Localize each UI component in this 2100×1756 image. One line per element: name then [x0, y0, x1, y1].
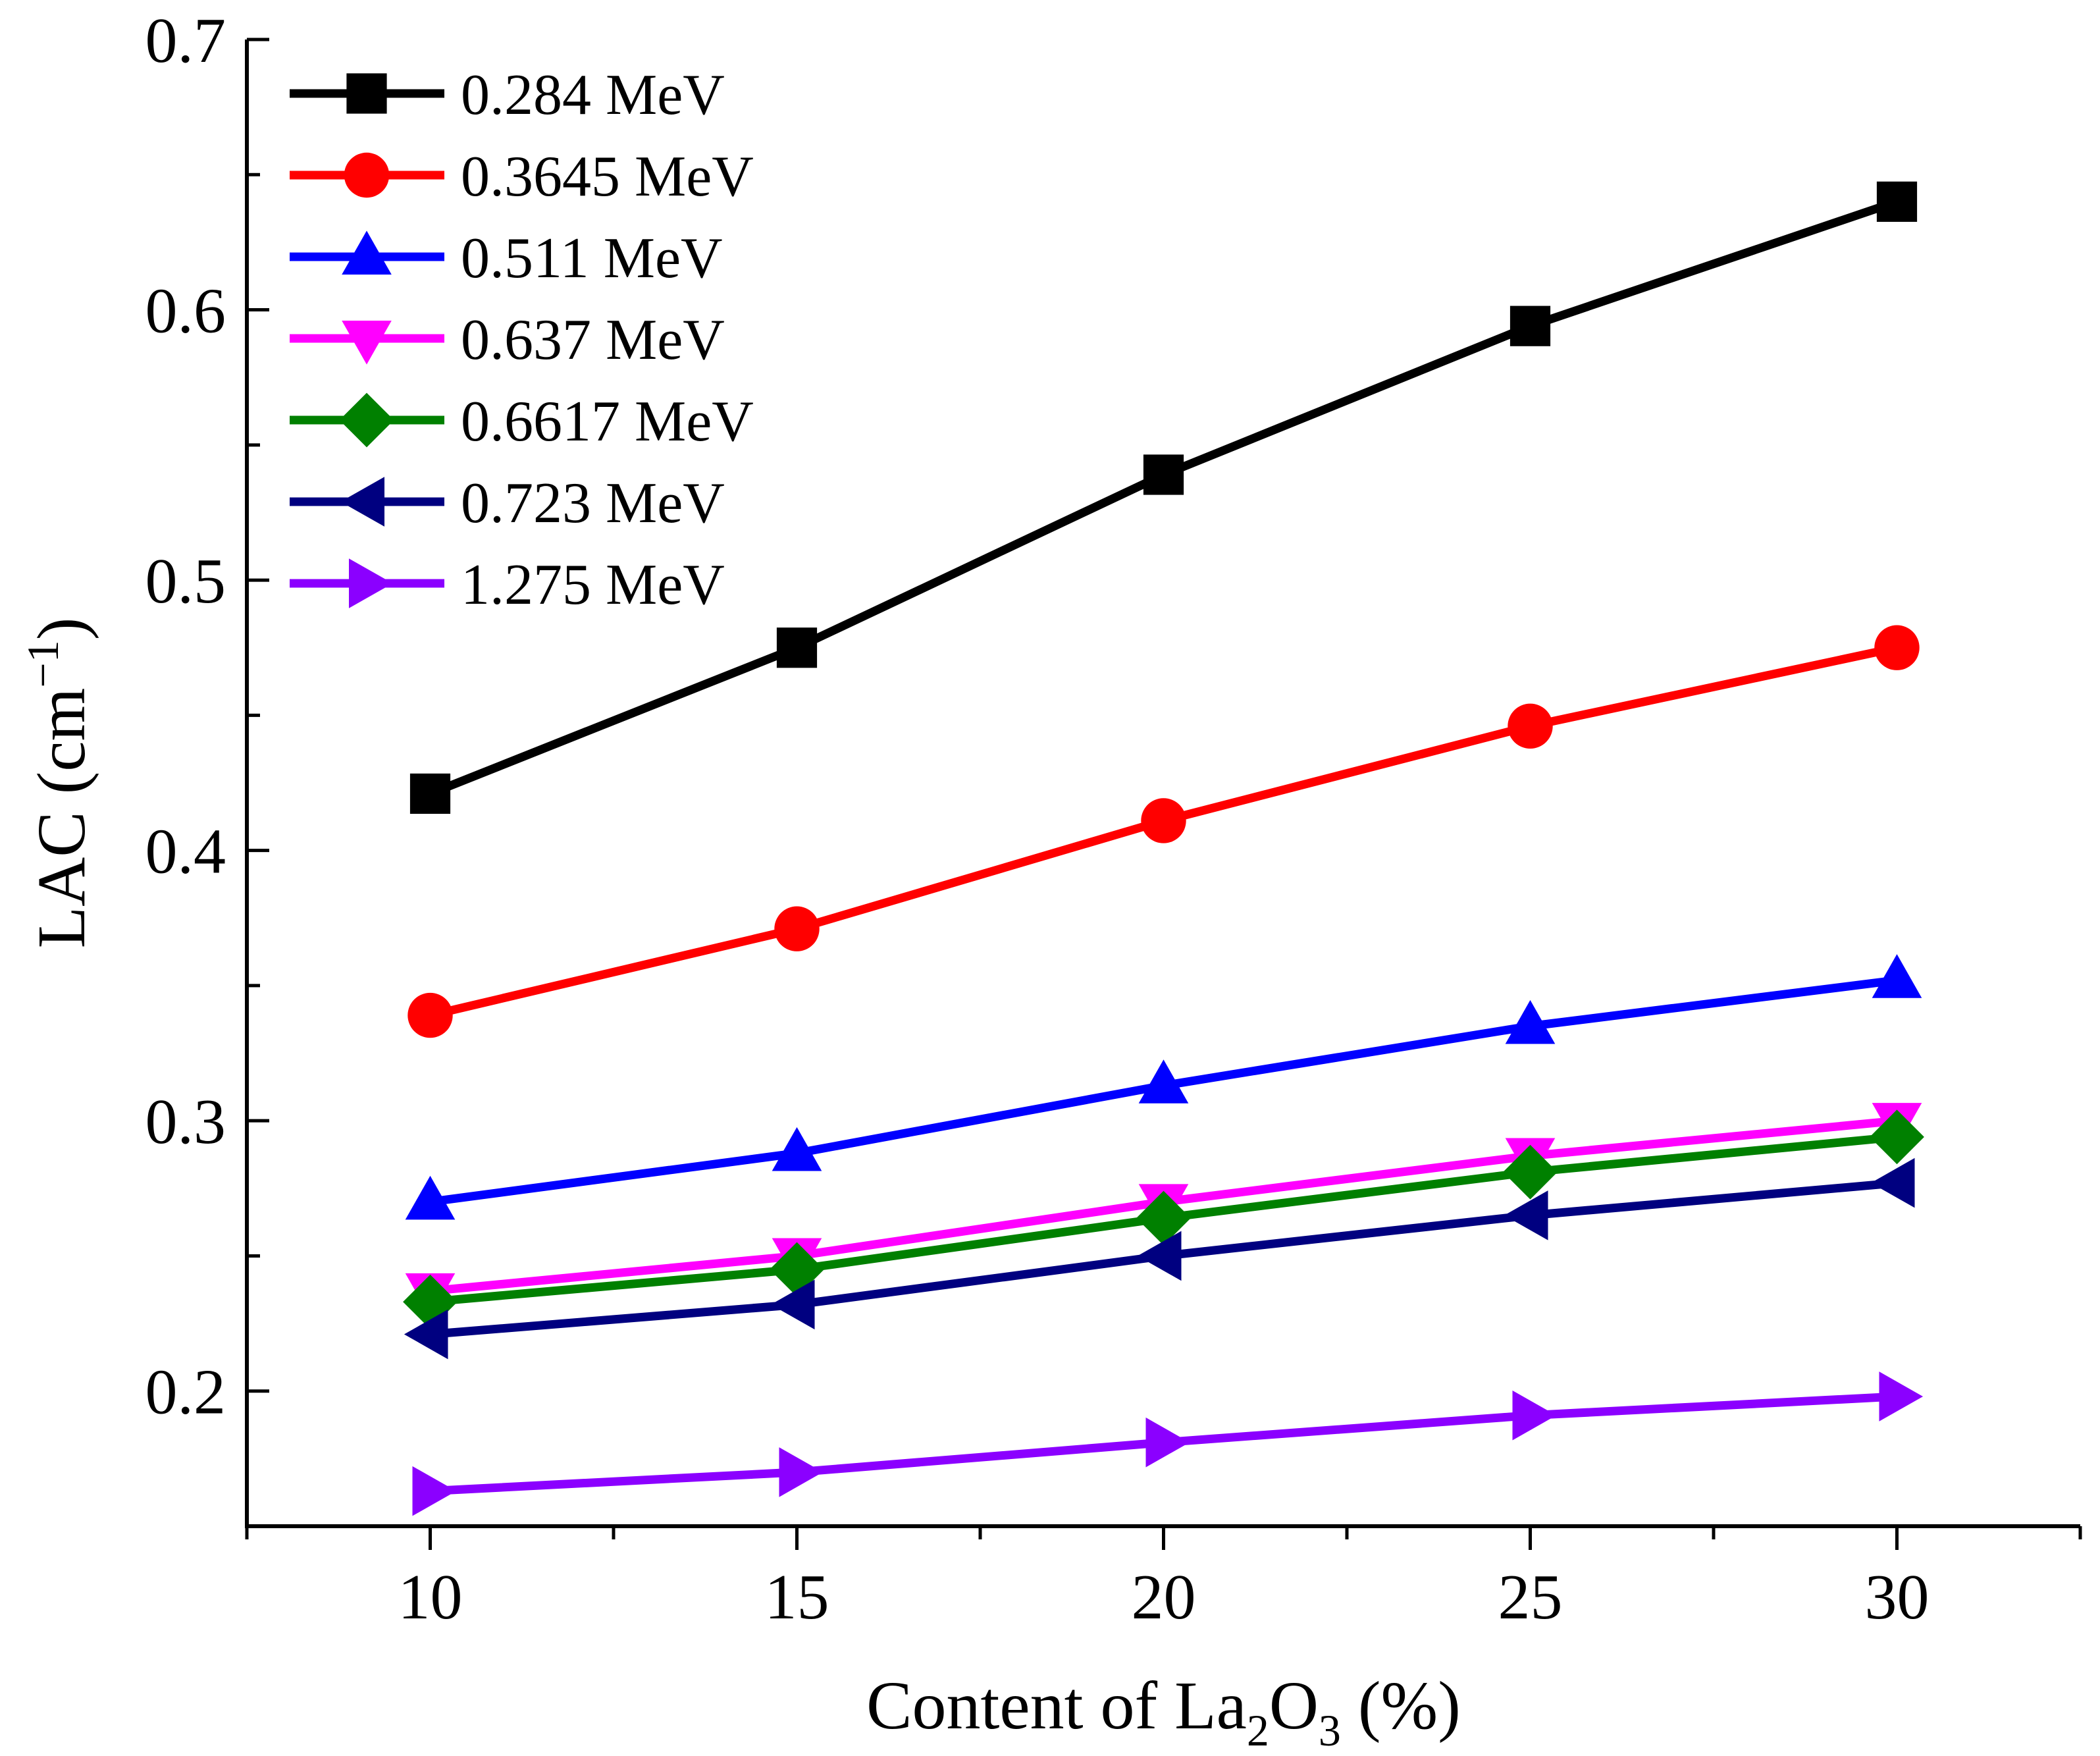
x-tick-label: 25 [1498, 1562, 1563, 1633]
data-point [1509, 306, 1551, 346]
series-3 [405, 954, 1922, 1220]
y-tick-label: 0.6 [145, 276, 226, 347]
data-point [1505, 999, 1556, 1044]
legend-label: 0.3645 MeV [461, 145, 754, 209]
x-tick-label: 15 [765, 1562, 829, 1633]
data-point [1508, 703, 1553, 749]
data-point [1145, 1417, 1190, 1468]
legend-label: 0.284 MeV [461, 63, 725, 127]
legend-marker [342, 321, 392, 365]
legend-label: 0.511 MeV [461, 226, 723, 290]
legend-entry: 0.6617 MeV [290, 390, 754, 454]
data-point [1143, 454, 1184, 495]
legend-label: 0.6617 MeV [461, 390, 754, 454]
legend-marker [342, 230, 392, 275]
data-point [772, 1127, 822, 1171]
series-1 [409, 181, 1918, 814]
data-point [774, 906, 820, 951]
data-point [776, 627, 818, 668]
series-7 [412, 1371, 1924, 1516]
legend-entry: 0.637 MeV [290, 308, 725, 372]
data-point [1872, 954, 1922, 998]
data-point [1504, 1190, 1548, 1240]
x-axis-title: Content of La2O3 (%) [866, 1668, 1461, 1755]
y-tick-label: 0.3 [145, 1086, 226, 1157]
x-tick-label: 20 [1132, 1562, 1196, 1633]
legend-marker [344, 152, 390, 198]
y-tick-label: 0.4 [145, 816, 226, 888]
legend-marker [349, 558, 393, 608]
y-axis-title: LAC (cm−1) [18, 618, 99, 949]
plot-series [403, 181, 1924, 1516]
data-point [1137, 1231, 1182, 1281]
data-point [1512, 1390, 1557, 1441]
legend-label: 0.637 MeV [461, 308, 725, 372]
legend-entry: 0.723 MeV [290, 471, 725, 535]
data-point [1874, 625, 1920, 670]
legend-label: 0.723 MeV [461, 471, 725, 535]
data-point [1876, 181, 1918, 222]
y-tick-label: 0.7 [145, 5, 226, 76]
data-point [407, 992, 453, 1038]
data-point [779, 1447, 824, 1497]
legend-entry: 0.511 MeV [290, 226, 723, 290]
data-point [1870, 1109, 1924, 1165]
data-point [1136, 1190, 1191, 1246]
data-point [409, 773, 451, 814]
series-2 [407, 625, 1920, 1038]
axes: 0.2 0.3 0.4 0.5 0.6 0.7 10 15 20 25 30 [145, 5, 2082, 1633]
legend-entry: 0.3645 MeV [290, 145, 754, 209]
data-point [404, 1309, 448, 1360]
legend-entry: 0.284 MeV [290, 63, 725, 127]
legend-marker [346, 73, 387, 114]
legend-entry: 1.275 MeV [290, 553, 725, 617]
y-tick-label: 0.5 [145, 546, 226, 617]
data-point [1141, 798, 1186, 843]
data-point [412, 1466, 457, 1516]
legend-marker [339, 392, 394, 448]
x-tick-label: 10 [398, 1562, 463, 1633]
series-6 [404, 1157, 1915, 1360]
legend-marker [340, 477, 384, 527]
data-point [770, 1279, 815, 1330]
y-tick-label: 0.2 [145, 1357, 226, 1428]
legend-label: 1.275 MeV [461, 553, 725, 617]
data-point [1503, 1144, 1558, 1200]
legend: 0.284 MeV 0.3645 MeV 0.511 MeV 0.637 MeV 0.6… [290, 63, 754, 617]
x-tick-label: 30 [1865, 1562, 1929, 1633]
data-point [405, 1175, 456, 1220]
data-point [1138, 1059, 1189, 1104]
data-point [1870, 1157, 1915, 1208]
data-point [1879, 1371, 1924, 1422]
